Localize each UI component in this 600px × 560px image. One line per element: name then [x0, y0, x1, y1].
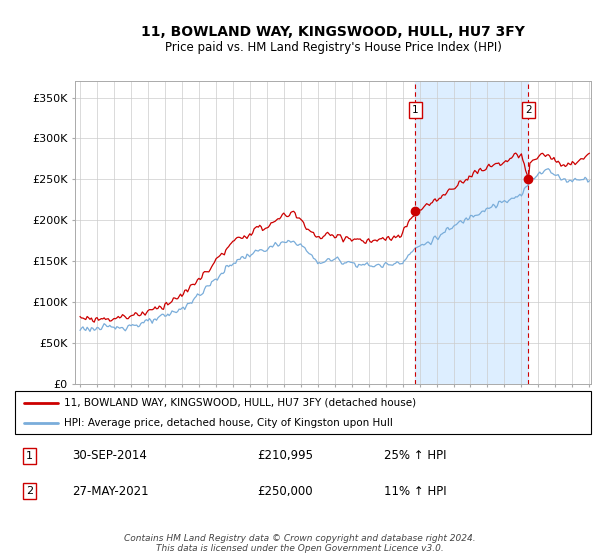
Text: Price paid vs. HM Land Registry's House Price Index (HPI): Price paid vs. HM Land Registry's House … [164, 40, 502, 54]
Bar [415, 81, 529, 384]
Text: 2: 2 [26, 486, 33, 496]
Text: Contains HM Land Registry data © Crown copyright and database right 2024.
This d: Contains HM Land Registry data © Crown c… [124, 534, 476, 553]
Text: 27-MAY-2021: 27-MAY-2021 [73, 484, 149, 498]
Text: 11, BOWLAND WAY, KINGSWOOD, HULL, HU7 3FY: 11, BOWLAND WAY, KINGSWOOD, HULL, HU7 3F… [141, 26, 525, 39]
Text: £210,995: £210,995 [257, 449, 313, 463]
Text: £250,000: £250,000 [257, 484, 313, 498]
Text: 1: 1 [412, 105, 419, 115]
Text: 2: 2 [525, 105, 532, 115]
Text: 11, BOWLAND WAY, KINGSWOOD, HULL, HU7 3FY (detached house): 11, BOWLAND WAY, KINGSWOOD, HULL, HU7 3F… [64, 398, 416, 408]
Text: 1: 1 [26, 451, 33, 461]
Text: 25% ↑ HPI: 25% ↑ HPI [383, 449, 446, 463]
Text: 30-SEP-2014: 30-SEP-2014 [73, 449, 148, 463]
Text: HPI: Average price, detached house, City of Kingston upon Hull: HPI: Average price, detached house, City… [64, 418, 393, 427]
Text: 11% ↑ HPI: 11% ↑ HPI [383, 484, 446, 498]
